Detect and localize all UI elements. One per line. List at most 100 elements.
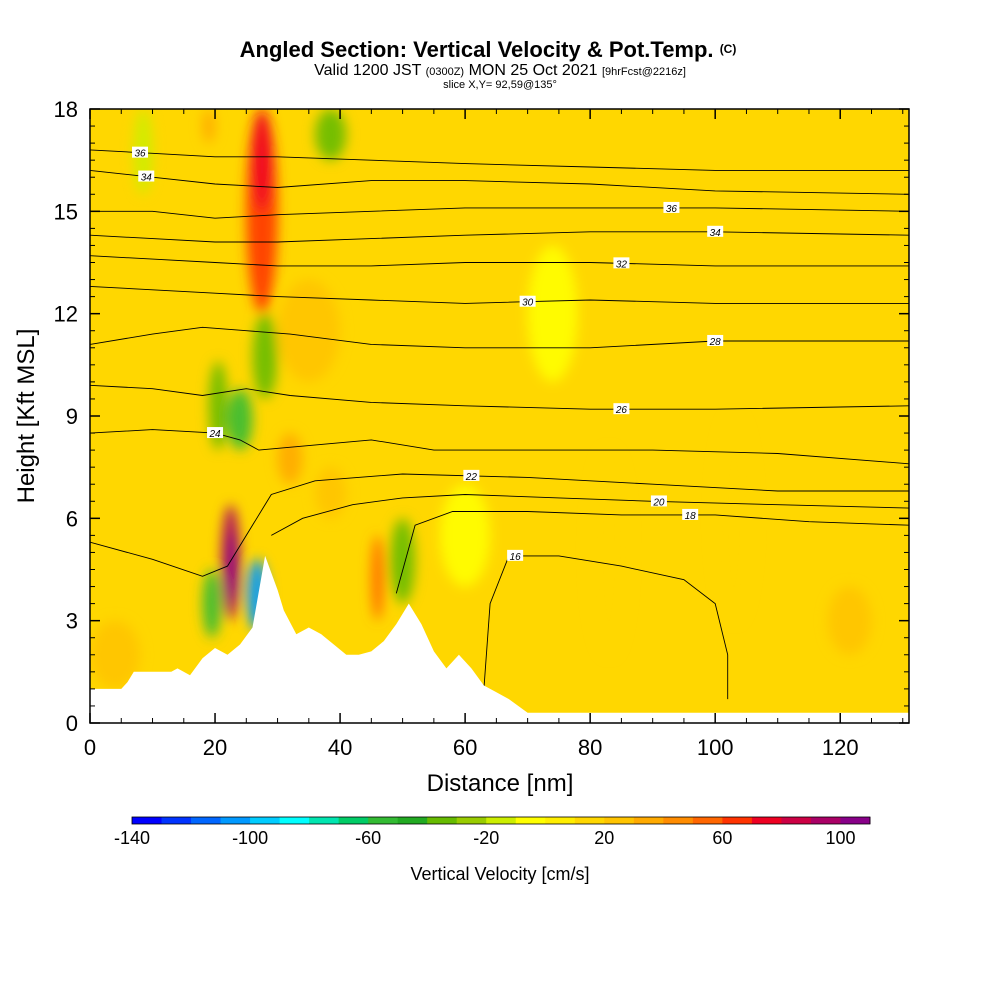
colorbar-swatch (132, 817, 163, 824)
velocity-cell (827, 586, 872, 655)
y-tick-label: 6 (66, 506, 78, 531)
colorbar-swatch (574, 817, 605, 824)
colorbar-swatch (338, 817, 369, 824)
velocity-cell (371, 535, 384, 621)
colorbar-swatch (250, 817, 281, 824)
velocity-cell (715, 415, 753, 621)
terrain-mask (90, 555, 909, 723)
x-tick-label: 120 (822, 735, 859, 760)
isentrope-label: 20 (652, 497, 665, 508)
x-tick-label: 60 (453, 735, 477, 760)
colorbar-tick-label: 100 (825, 828, 855, 848)
potential-temperature-contours: 16 18 20 22 24 26 28 30 32 34 36 36 34 (90, 146, 909, 700)
colorbar-title: Vertical Velocity [cm/s] (410, 864, 589, 884)
colorbar-swatch (840, 817, 871, 824)
isentrope-label: 28 (709, 337, 722, 348)
colorbar-swatch (427, 817, 458, 824)
isentrope-line (395, 511, 909, 594)
y-axis-label: Height [Kft MSL] (13, 329, 40, 504)
chart-subtitle: Valid 1200 JST (0300Z) MON 25 Oct 2021 [… (314, 62, 686, 79)
colorbar-swatch (810, 817, 841, 824)
isentrope-label: 36 (134, 149, 146, 160)
velocity-cell (252, 313, 278, 399)
colorbar-frame (131, 816, 871, 825)
velocity-cell (440, 484, 491, 587)
chart-title-text: Angled Section: Vertical Velocity & Pot.… (240, 37, 714, 62)
colorbar-tick-label: -20 (473, 828, 499, 848)
velocity-cell (202, 109, 216, 144)
isentrope-label: 26 (615, 405, 628, 416)
isentrope-label: 18 (685, 511, 697, 522)
isentrope-line (90, 255, 909, 267)
velocity-cell (227, 531, 238, 604)
y-tick-label: 0 (66, 711, 78, 736)
isentrope-label-bg (463, 469, 480, 481)
x-tick-label: 20 (203, 735, 227, 760)
colorbar-swatch (515, 817, 546, 824)
colorbar-swatch (191, 817, 222, 824)
colorbar-swatch (545, 817, 576, 824)
colorbar: -140 -100 -60 -20 20 60 100 (114, 816, 871, 848)
subtitle-valid: Valid 1200 JST (314, 62, 422, 79)
isentrope-line (90, 231, 909, 243)
isentrope-label-bg (507, 549, 524, 561)
isentrope-label-bg (682, 508, 699, 520)
colorbar-swatch (781, 817, 812, 824)
isentrope-line (90, 169, 909, 195)
x-axis: 0 20 40 60 80 100 120 (84, 109, 904, 760)
colorbar-swatch (751, 817, 782, 824)
isentrope-label: 34 (141, 173, 153, 184)
isentrope-line (90, 326, 909, 349)
x-tick-label: 80 (578, 735, 602, 760)
velocity-cell (277, 279, 341, 382)
subtitle-utc: (0300Z) (426, 66, 465, 78)
velocity-cell (202, 569, 222, 638)
velocity-cell (590, 450, 628, 655)
chart-title-mark: (C) (720, 42, 737, 56)
isentrope-line (90, 473, 909, 577)
isentrope-label-bg (613, 403, 630, 415)
isentrope-label-bg (707, 334, 724, 346)
isentrope-label: 30 (522, 298, 534, 309)
y-tick-label: 15 (54, 199, 78, 224)
colorbar-swatch (456, 817, 487, 824)
velocity-cell (390, 518, 416, 604)
x-tick-label: 40 (328, 735, 352, 760)
y-tick-label: 9 (66, 404, 78, 429)
colorbar-tick-label: 20 (594, 828, 614, 848)
velocity-cell (252, 109, 272, 212)
isentrope-label: 16 (510, 552, 522, 563)
isentrope-label: 36 (666, 204, 678, 215)
colorbar-tick-label: 60 (712, 828, 732, 848)
isentrope-line (90, 285, 909, 304)
x-axis-label: Distance [nm] (427, 770, 574, 797)
isentrope-label: 32 (616, 259, 628, 270)
y-tick-label: 18 (54, 97, 78, 122)
colorbar-tick-label: -140 (114, 828, 150, 848)
isentrope-label-bg (138, 170, 155, 182)
colorbar-swatch (161, 817, 192, 824)
velocity-cell (227, 388, 253, 451)
isentrope-line (90, 429, 909, 465)
colorbar-swatch (663, 817, 694, 824)
colorbar-swatch (692, 817, 723, 824)
colorbar-tick-label: -100 (232, 828, 268, 848)
velocity-cell (315, 109, 347, 161)
chart-title: Angled Section: Vertical Velocity & Pot.… (240, 37, 737, 62)
colorbar-swatch (486, 817, 517, 824)
x-tick-label: 100 (697, 735, 734, 760)
velocity-cell (277, 433, 303, 485)
colorbar-swatch (279, 817, 310, 824)
isentrope-line (90, 384, 909, 410)
velocity-cell (527, 245, 578, 382)
isentrope-label-bg (613, 257, 630, 269)
colorbar-swatch (722, 817, 753, 824)
isentrope-line (90, 149, 909, 171)
colorbar-swatch (220, 817, 251, 824)
isentrope-label: 34 (710, 228, 722, 239)
isentrope-line (483, 555, 729, 700)
isentrope-label-bg (207, 427, 224, 439)
isentrope-label-bg (519, 295, 536, 307)
isentrope-label: 24 (208, 429, 221, 440)
